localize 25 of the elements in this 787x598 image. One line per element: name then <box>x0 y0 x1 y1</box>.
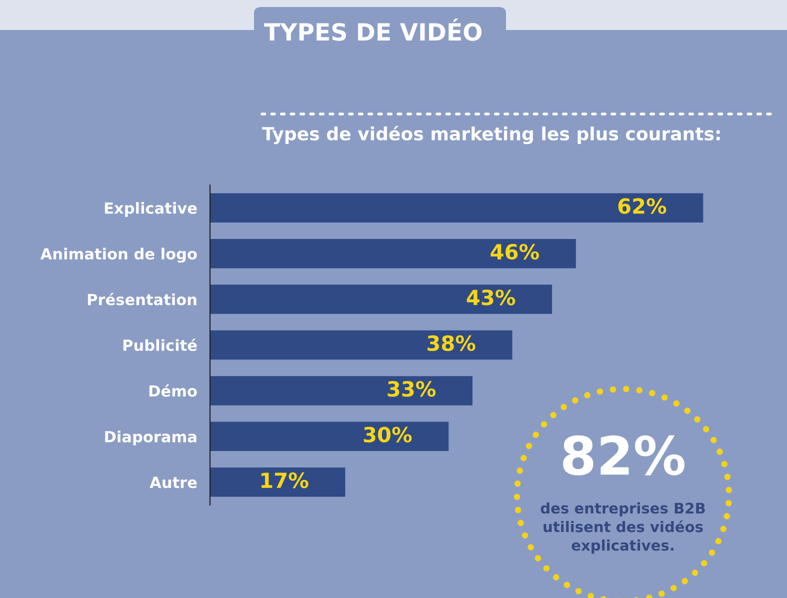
bar <box>210 330 512 360</box>
annotation: des entreprises B2B utilisent des vidéos explicatives. <box>540 502 705 554</box>
bar <box>210 238 576 268</box>
y-tick-label: Animation de logo <box>40 248 197 263</box>
data-label: 38% <box>428 335 476 352</box>
bar <box>210 468 346 497</box>
data-label: 43% <box>466 290 516 306</box>
bar <box>210 376 472 406</box>
data-label: 62% <box>618 198 666 214</box>
chart-title: TYPES DE VIDÉO <box>264 18 482 41</box>
bar <box>210 284 552 314</box>
y-tick-label: Publicité <box>123 338 197 352</box>
data-label: 33% <box>388 381 436 397</box>
data-label: 46% <box>490 244 539 260</box>
y-tick-label: Démo <box>149 384 197 397</box>
annotation: 82% <box>563 435 684 476</box>
y-tick-label: Diaporama <box>105 430 196 446</box>
y-tick-label: Explicative <box>104 202 197 217</box>
y-tick-label: Présentation <box>88 292 196 306</box>
data-label: 17% <box>261 472 308 488</box>
data-label: 30% <box>364 426 412 442</box>
y-tick-label: Autre <box>150 476 197 488</box>
chart-subtitle: Types de vidéos marketing les plus courants: <box>262 126 720 144</box>
bar <box>210 422 449 452</box>
bar <box>210 193 704 222</box>
